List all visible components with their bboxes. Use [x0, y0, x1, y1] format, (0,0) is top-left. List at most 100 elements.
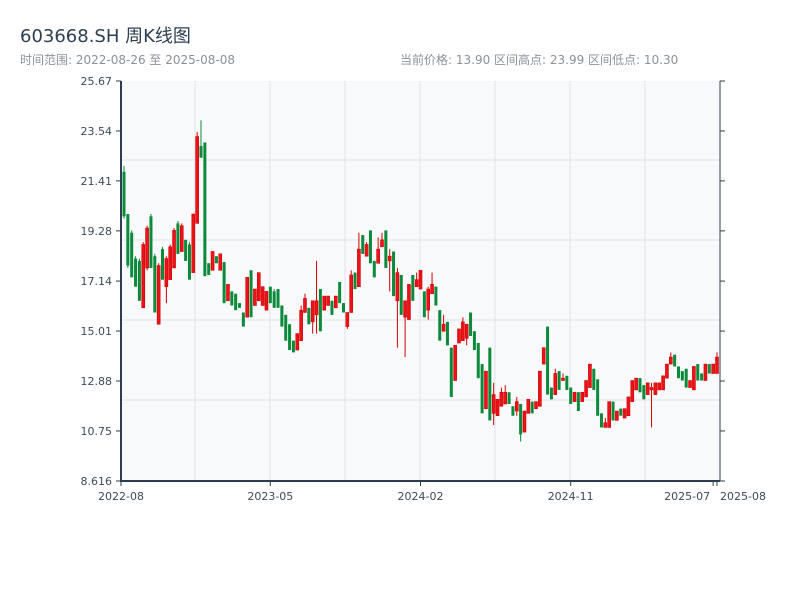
candle-body	[291, 340, 295, 353]
candle-body	[272, 291, 276, 308]
candle-body	[569, 387, 573, 404]
candle-body	[519, 403, 523, 435]
candle-body	[264, 291, 269, 311]
candle-body	[565, 375, 569, 390]
candle-body	[168, 246, 173, 280]
candle	[376, 237, 380, 264]
candle	[414, 272, 419, 287]
candle	[588, 363, 592, 388]
candle	[453, 345, 457, 381]
candle-body	[376, 248, 380, 264]
candle-body	[260, 286, 265, 306]
candle	[622, 408, 627, 419]
candle-body	[253, 288, 257, 306]
candle-body	[657, 382, 662, 391]
candle-body	[472, 331, 476, 351]
candle-body	[161, 249, 165, 280]
candle	[295, 333, 300, 351]
candle-body	[553, 373, 558, 395]
candle-body	[395, 272, 400, 302]
candle	[592, 368, 596, 390]
candle	[326, 295, 330, 306]
candle	[380, 232, 384, 248]
candle-body	[676, 366, 680, 379]
candle	[164, 256, 169, 304]
candle	[499, 387, 504, 407]
candle	[310, 300, 315, 334]
candle-body	[122, 171, 126, 217]
candle-body	[619, 408, 623, 416]
candle-body	[557, 371, 561, 390]
candle	[661, 375, 665, 391]
y-tick-label: 23.54	[81, 125, 113, 138]
candle	[141, 242, 146, 309]
candle-body	[411, 274, 415, 301]
candle-body	[665, 363, 669, 379]
candle	[642, 385, 646, 400]
candles	[122, 120, 719, 442]
candle	[603, 418, 608, 428]
candle-body	[226, 284, 230, 302]
candle	[256, 272, 261, 302]
x-tick-label: 2024-02	[398, 490, 444, 503]
candle	[715, 352, 719, 374]
candle-body	[164, 258, 169, 287]
candle-body	[638, 378, 642, 393]
candle-body	[184, 239, 188, 261]
candle	[430, 272, 434, 295]
candle-body	[399, 274, 403, 315]
candle	[203, 142, 207, 277]
candle-body	[673, 354, 677, 367]
candle-body	[403, 300, 407, 318]
candle	[449, 347, 453, 397]
candle-body	[549, 387, 553, 400]
candle-body	[511, 406, 515, 416]
candle-body	[514, 401, 519, 412]
y-tick-label: 12.88	[81, 375, 113, 388]
candle	[665, 363, 669, 379]
candle	[484, 370, 488, 409]
candle-body	[630, 380, 635, 402]
candle-body	[653, 382, 658, 395]
candle	[673, 354, 677, 367]
candle	[253, 288, 257, 306]
candle	[191, 213, 196, 273]
candle-body	[214, 256, 218, 264]
candle	[314, 260, 319, 334]
candle-body	[645, 382, 650, 395]
candle-body	[596, 379, 600, 416]
candle-body	[288, 324, 292, 351]
candle	[226, 284, 230, 302]
candle-body	[176, 223, 180, 254]
candle-body	[484, 370, 488, 409]
candle	[607, 401, 611, 428]
candle-body	[438, 310, 442, 341]
chart-title: 603668.SH 周K线图	[20, 26, 191, 47]
candle-body	[611, 401, 615, 421]
candle-body	[179, 225, 184, 252]
candle	[700, 373, 704, 381]
candle-body	[149, 216, 153, 268]
candle-body	[295, 333, 300, 351]
candle-body	[649, 387, 654, 391]
candle	[476, 342, 480, 379]
candle-body	[299, 309, 303, 341]
candle	[384, 230, 388, 268]
candle	[407, 284, 411, 320]
candle-body	[368, 230, 372, 264]
candle-body	[538, 370, 542, 407]
candle-body	[592, 368, 596, 390]
candle-body	[441, 323, 446, 332]
candle-body	[561, 377, 565, 381]
candle	[172, 228, 176, 269]
x-tick-label: 2024-11	[548, 490, 594, 503]
candle-body	[134, 258, 138, 287]
candle-body	[318, 289, 322, 332]
candle-body	[345, 312, 350, 327]
candle	[469, 312, 473, 336]
candle	[668, 352, 673, 365]
candle-body	[256, 272, 261, 302]
candle	[461, 317, 465, 341]
candle	[222, 262, 226, 304]
candle	[457, 328, 461, 344]
